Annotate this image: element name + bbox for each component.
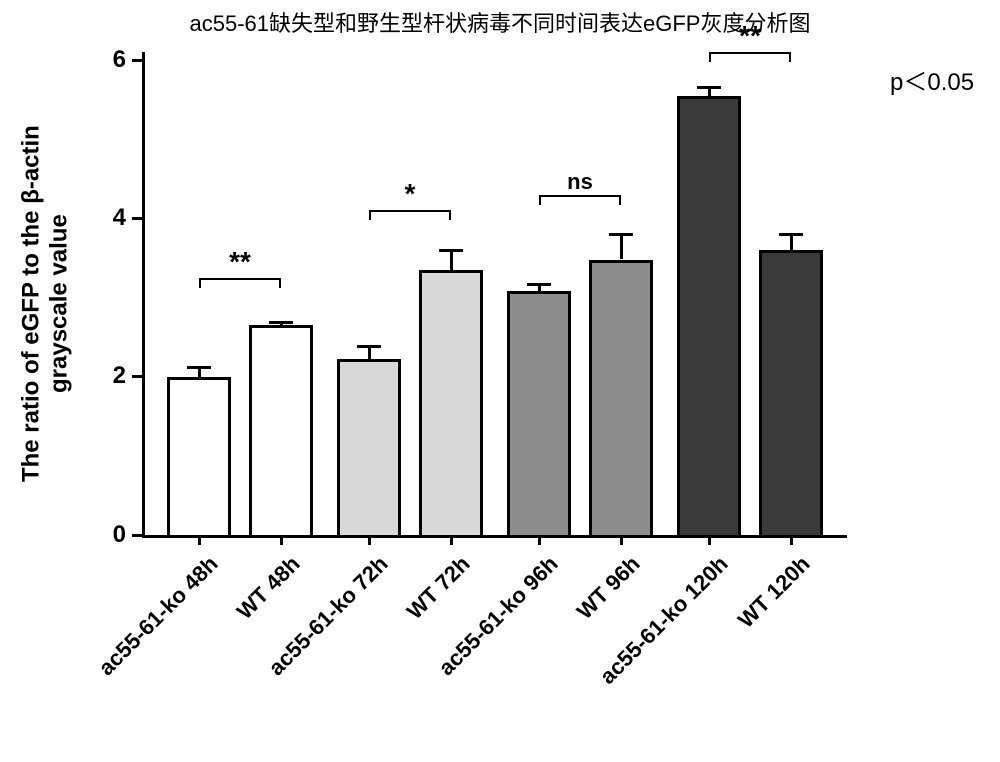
x-tick-label: WT 48h	[146, 551, 306, 711]
x-tick	[198, 535, 201, 545]
bar	[249, 325, 313, 535]
x-tick	[708, 535, 711, 545]
x-tick-label: ac55-61-ko 72h	[234, 551, 394, 711]
x-tick	[620, 535, 623, 545]
sig-bracket-tick	[709, 52, 711, 62]
error-cap	[527, 283, 551, 286]
sig-bracket-tick	[789, 52, 791, 62]
error-cap	[269, 321, 293, 324]
chart-title: ac55-61缺失型和野生型杆状病毒不同时间表达eGFP灰度分析图	[0, 6, 1000, 38]
y-axis-label: The ratio of eGFP to the β-actin graysca…	[17, 4, 72, 604]
bar	[759, 250, 823, 535]
y-tick-label: 6	[92, 46, 126, 74]
sig-label: ns	[567, 169, 593, 195]
error-bar	[620, 234, 623, 259]
error-cap	[357, 345, 381, 348]
bar	[337, 359, 401, 535]
sig-bracket	[369, 210, 451, 212]
y-tick-label: 0	[92, 521, 126, 549]
sig-bracket-tick	[199, 278, 201, 288]
error-cap	[187, 366, 211, 369]
y-tick	[132, 217, 142, 220]
x-tick-label: ac55-61-ko 96h	[404, 551, 564, 711]
plot-area: 0246ac55-61-ko 48hWT 48h**ac55-61-ko 72h…	[145, 60, 835, 535]
error-bar	[368, 347, 371, 360]
error-cap	[697, 86, 721, 89]
x-axis	[142, 535, 847, 538]
error-bar	[450, 250, 453, 270]
sig-label: *	[405, 178, 416, 210]
bar	[677, 96, 741, 535]
figure: ac55-61缺失型和野生型杆状病毒不同时间表达eGFP灰度分析图 p＜0.05…	[0, 0, 1000, 762]
y-axis	[142, 52, 145, 535]
error-cap	[609, 233, 633, 236]
x-tick-label: WT 96h	[486, 551, 646, 711]
error-cap	[439, 249, 463, 252]
y-tick	[132, 375, 142, 378]
bar	[507, 291, 571, 535]
sig-bracket-tick	[369, 210, 371, 220]
bar	[419, 270, 483, 535]
x-tick	[368, 535, 371, 545]
y-tick-label: 2	[92, 362, 126, 390]
x-tick-label: WT 120h	[656, 551, 816, 711]
bar	[167, 377, 231, 535]
sig-bracket	[709, 52, 791, 54]
sig-bracket-tick	[539, 195, 541, 205]
y-tick	[132, 534, 142, 537]
y-tick-label: 4	[92, 204, 126, 232]
error-bar	[790, 234, 793, 250]
bar	[589, 260, 653, 536]
x-tick-label: ac55-61-ko 48h	[64, 551, 224, 711]
error-cap	[779, 233, 803, 236]
x-tick	[280, 535, 283, 545]
x-tick	[538, 535, 541, 545]
sig-bracket	[539, 195, 621, 197]
x-tick-label: ac55-61-ko 120h	[574, 551, 734, 711]
sig-label: **	[739, 20, 761, 52]
sig-label: **	[229, 246, 251, 278]
sig-bracket-tick	[619, 195, 621, 205]
sig-bracket	[199, 278, 281, 280]
x-tick	[790, 535, 793, 545]
x-tick	[450, 535, 453, 545]
y-tick	[132, 59, 142, 62]
p-value-label: p＜0.05	[890, 62, 974, 97]
sig-bracket-tick	[449, 210, 451, 220]
sig-bracket-tick	[279, 278, 281, 288]
x-tick-label: WT 72h	[316, 551, 476, 711]
